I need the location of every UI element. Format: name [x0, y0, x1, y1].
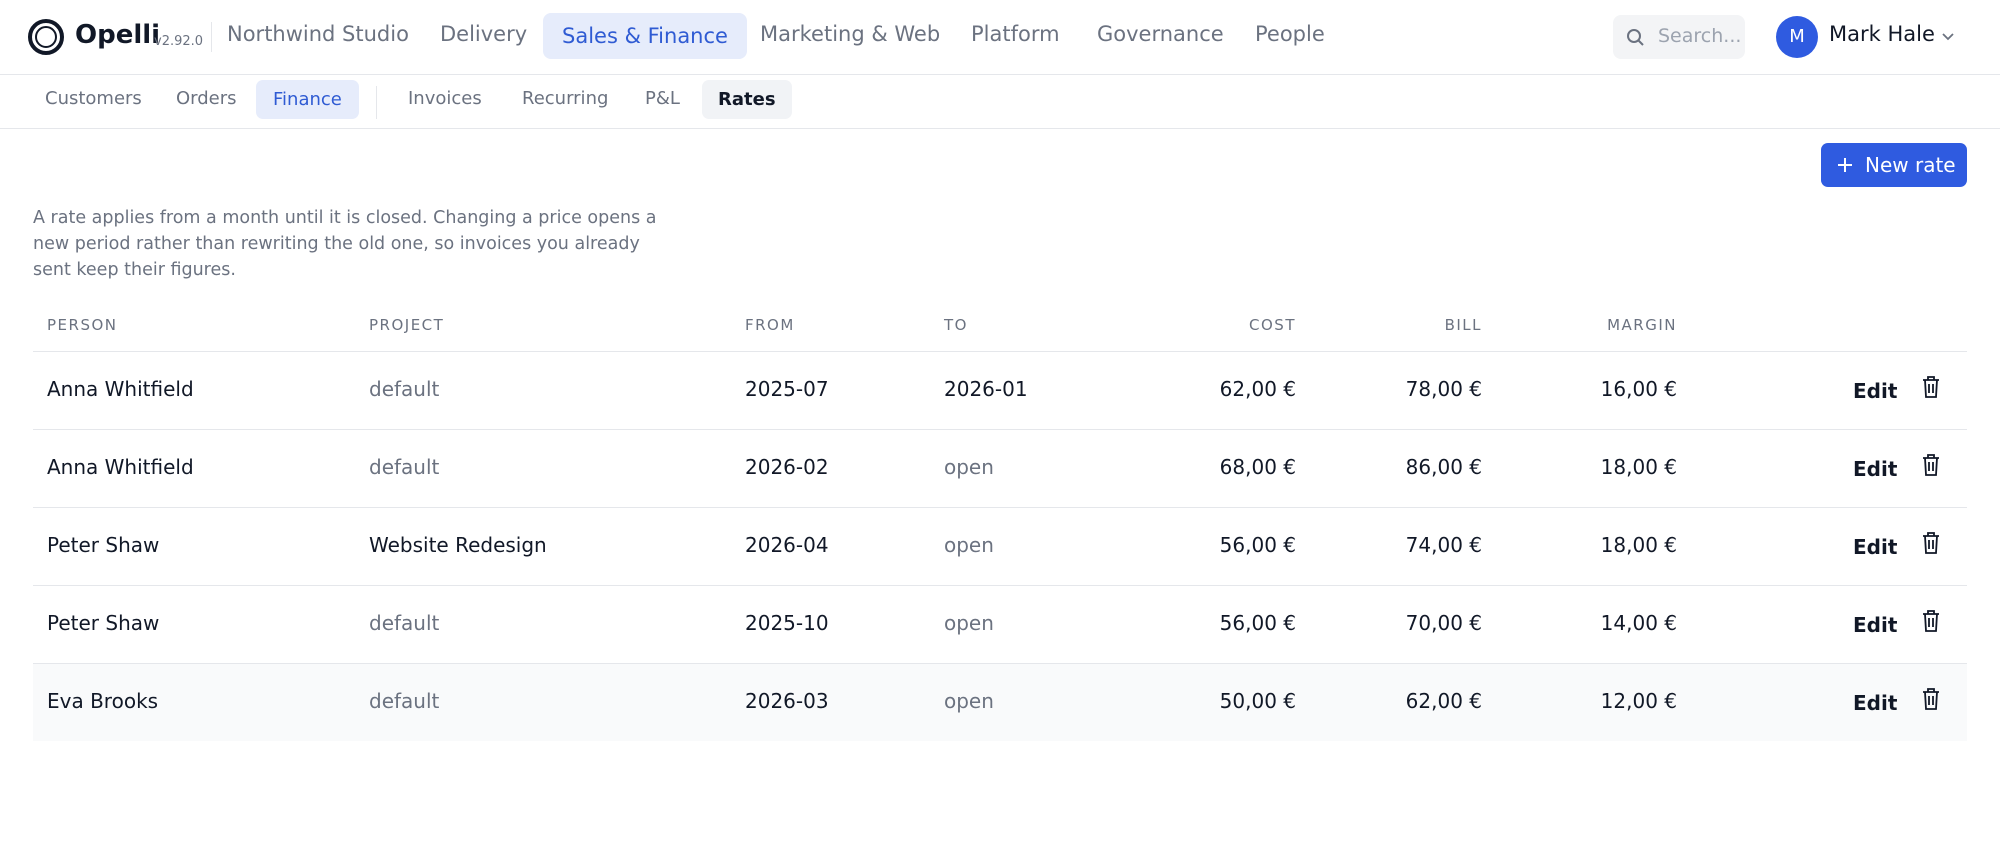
version: v2.92.0 — [154, 34, 204, 49]
delete-button[interactable] — [1920, 609, 1942, 633]
cell: default — [369, 455, 440, 479]
subnav-group[interactable]: Finance — [256, 80, 359, 119]
cell: 14,00 € — [1600, 611, 1677, 635]
cell: default — [369, 689, 440, 713]
cell: 62,00 € — [1405, 689, 1482, 713]
cell: 62,00 € — [1219, 377, 1296, 401]
cell: 2026-02 — [745, 455, 829, 479]
search-box[interactable]: Search... — [1613, 15, 1745, 59]
column-header: PROJECT — [369, 316, 445, 334]
logo — [28, 19, 64, 55]
cell: open — [944, 533, 994, 557]
delete-button[interactable] — [1920, 375, 1942, 399]
column-header: FROM — [745, 316, 795, 334]
edit-button[interactable]: Edit — [1853, 613, 1898, 637]
cell: 50,00 € — [1219, 689, 1296, 713]
cell: Anna Whitfield — [47, 377, 194, 401]
cell: 86,00 € — [1405, 455, 1482, 479]
trash-icon — [1923, 532, 1939, 554]
cell: default — [369, 377, 440, 401]
cell: 68,00 € — [1219, 455, 1296, 479]
subnav-tab[interactable]: Invoices — [408, 88, 482, 109]
edit-button[interactable]: Edit — [1853, 691, 1898, 715]
nav-item[interactable]: Governance — [1097, 22, 1224, 46]
row-highlight — [33, 664, 1967, 741]
divider — [211, 22, 212, 52]
cell: open — [944, 689, 994, 713]
cell: Anna Whitfield — [47, 455, 194, 479]
column-header: BILL — [1444, 316, 1482, 334]
cell: 2026-03 — [745, 689, 829, 713]
cell: default — [369, 611, 440, 635]
workspace[interactable]: Northwind Studio — [227, 22, 409, 46]
trash-icon — [1923, 688, 1939, 710]
trash-icon — [1923, 376, 1939, 398]
brand: Opelli — [75, 20, 161, 50]
new-rate-button[interactable]: New rate — [1821, 143, 1967, 187]
cell: 2026-04 — [745, 533, 829, 557]
description: A rate applies from a month until it is … — [33, 208, 657, 280]
subnav-group[interactable]: Orders — [176, 88, 237, 109]
delete-button[interactable] — [1920, 531, 1942, 555]
subnav-tab[interactable]: Rates — [702, 80, 792, 119]
cell: 2025-10 — [745, 611, 829, 635]
nav-item[interactable]: People — [1255, 22, 1325, 46]
header-line — [33, 351, 1967, 352]
subnav-tab[interactable]: Recurring — [522, 88, 609, 109]
cell: open — [944, 611, 994, 635]
edit-button[interactable]: Edit — [1853, 457, 1898, 481]
chevron[interactable] — [1941, 30, 1955, 44]
top-bar — [0, 0, 2000, 75]
row-line — [33, 429, 1967, 430]
cell: Website Redesign — [369, 533, 547, 557]
cell: 2026-01 — [944, 377, 1028, 401]
row-line — [33, 507, 1967, 508]
nav-item[interactable]: Marketing & Web — [760, 22, 941, 46]
search-icon — [1627, 29, 1644, 46]
cell: 74,00 € — [1405, 533, 1482, 557]
cell: 18,00 € — [1600, 455, 1677, 479]
button-label: New rate — [1865, 153, 1956, 177]
cell: 12,00 € — [1600, 689, 1677, 713]
plus-icon — [1838, 158, 1852, 172]
subnav-group[interactable]: Customers — [45, 88, 142, 109]
search-placeholder: Search... — [1658, 25, 1742, 47]
column-header: COST — [1249, 316, 1296, 334]
column-header: MARGIN — [1607, 316, 1677, 334]
delete-button[interactable] — [1920, 453, 1942, 477]
divider — [376, 86, 377, 119]
delete-button[interactable] — [1920, 687, 1942, 711]
edit-button[interactable]: Edit — [1853, 535, 1898, 559]
cell: 70,00 € — [1405, 611, 1482, 635]
nav-item[interactable]: Platform — [971, 22, 1060, 46]
row-line — [33, 663, 1967, 664]
cell: 16,00 € — [1600, 377, 1677, 401]
row-line — [33, 585, 1967, 586]
trash-icon — [1923, 454, 1939, 476]
sub-bar — [0, 75, 2000, 129]
column-header: TO — [944, 316, 968, 334]
cell: Peter Shaw — [47, 611, 160, 635]
cell: 78,00 € — [1405, 377, 1482, 401]
edit-button[interactable]: Edit — [1853, 379, 1898, 403]
cell: 18,00 € — [1600, 533, 1677, 557]
cell: open — [944, 455, 994, 479]
cell: Eva Brooks — [47, 689, 159, 713]
nav-item[interactable]: Sales & Finance — [543, 13, 747, 59]
nav-item[interactable]: Delivery — [440, 22, 528, 46]
cell: 2025-07 — [745, 377, 829, 401]
column-header: PERSON — [47, 316, 118, 334]
trash-icon — [1923, 610, 1939, 632]
cell: 56,00 € — [1219, 611, 1296, 635]
cell: 56,00 € — [1219, 533, 1296, 557]
cell: Peter Shaw — [47, 533, 160, 557]
subnav-tab[interactable]: P&L — [645, 88, 680, 109]
user-name[interactable]: Mark Hale — [1829, 22, 1935, 46]
avatar[interactable]: M — [1776, 16, 1818, 58]
